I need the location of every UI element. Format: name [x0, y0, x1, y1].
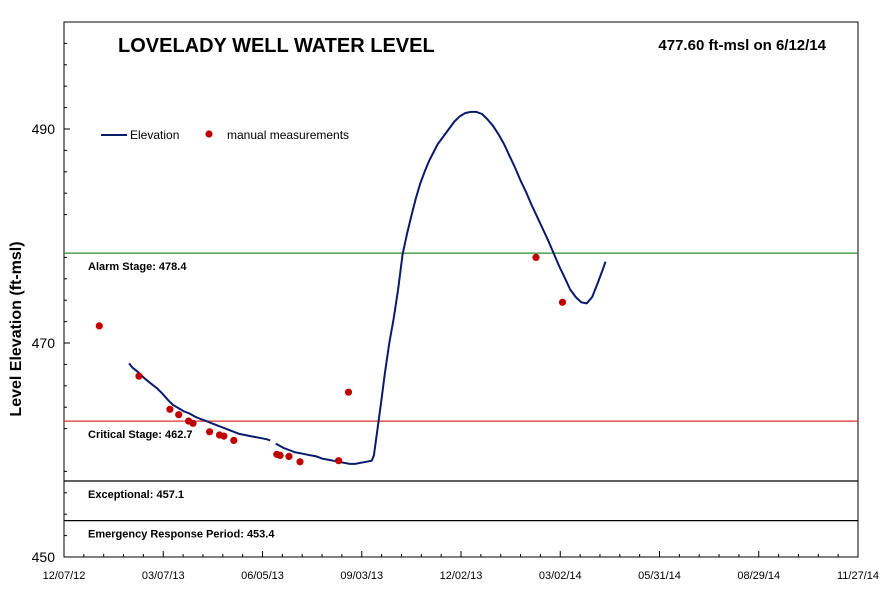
measurement-point-14: [335, 457, 343, 465]
measurement-point-1: [135, 372, 143, 380]
threshold-label-3: Emergency Response Period: 453.4: [88, 529, 275, 541]
x-tick-label-2: 06/05/13: [241, 570, 284, 582]
y-tick-label-1: 470: [32, 335, 56, 351]
measurement-point-8: [220, 432, 228, 440]
measurement-point-0: [95, 322, 103, 330]
chart-subtitle: 477.60 ft-msl on 6/12/14: [658, 37, 826, 54]
measurement-point-9: [230, 436, 238, 444]
axis-ticks: 450 470 490 12/07/12 03/07/13 06/05/13 09/03/1…: [32, 42, 879, 582]
threshold-lines: Alarm Stage: 478.4 Critical Stage: 462.7 E…: [64, 252, 858, 541]
measurement-point-3: [175, 411, 183, 419]
x-tick-label-0: 12/07/12: [43, 570, 86, 582]
threshold-label-0: Alarm Stage: 478.4: [88, 261, 187, 273]
measurement-point-6: [206, 428, 214, 436]
threshold-label-1: Critical Stage: 462.7: [88, 429, 193, 441]
x-tick-label-7: 08/29/14: [737, 570, 780, 582]
measurement-point-5: [189, 419, 197, 427]
measurement-point-15: [344, 388, 353, 396]
measurement-point-16: [532, 253, 540, 261]
marker-layer: [95, 253, 567, 466]
measurement-point-12: [285, 452, 293, 460]
x-tick-label-8: 11/27/14: [837, 570, 879, 582]
x-tick-label-3: 09/03/13: [340, 570, 383, 582]
x-tick-label-1: 03/07/13: [142, 570, 185, 582]
legend-marker-swatch: [205, 130, 213, 138]
measurement-point-11: [276, 451, 284, 459]
measurement-point-2: [166, 405, 174, 413]
measurement-point-13: [296, 458, 304, 466]
x-tick-label-4: 12/02/13: [440, 570, 483, 582]
chart-title: LOVELADY WELL WATER LEVEL: [118, 35, 435, 57]
y-axis-label: Level Elevation (ft-msl): [8, 241, 25, 416]
measurement-point-17: [558, 298, 567, 306]
y-tick-label-0: 450: [32, 549, 56, 565]
plot-area: [63, 21, 859, 558]
y-tick-label-2: 490: [32, 121, 56, 137]
legend-elevation-label: Elevation: [130, 128, 179, 142]
threshold-label-2: Exceptional: 457.1: [88, 489, 184, 501]
legend: Elevation manual measurements: [101, 128, 349, 142]
legend-measurements-label: manual measurements: [227, 128, 349, 142]
x-tick-label-6: 05/31/14: [638, 570, 681, 582]
elevation-line-segment-0: [128, 362, 271, 442]
x-tick-label-5: 03/02/14: [539, 570, 582, 582]
